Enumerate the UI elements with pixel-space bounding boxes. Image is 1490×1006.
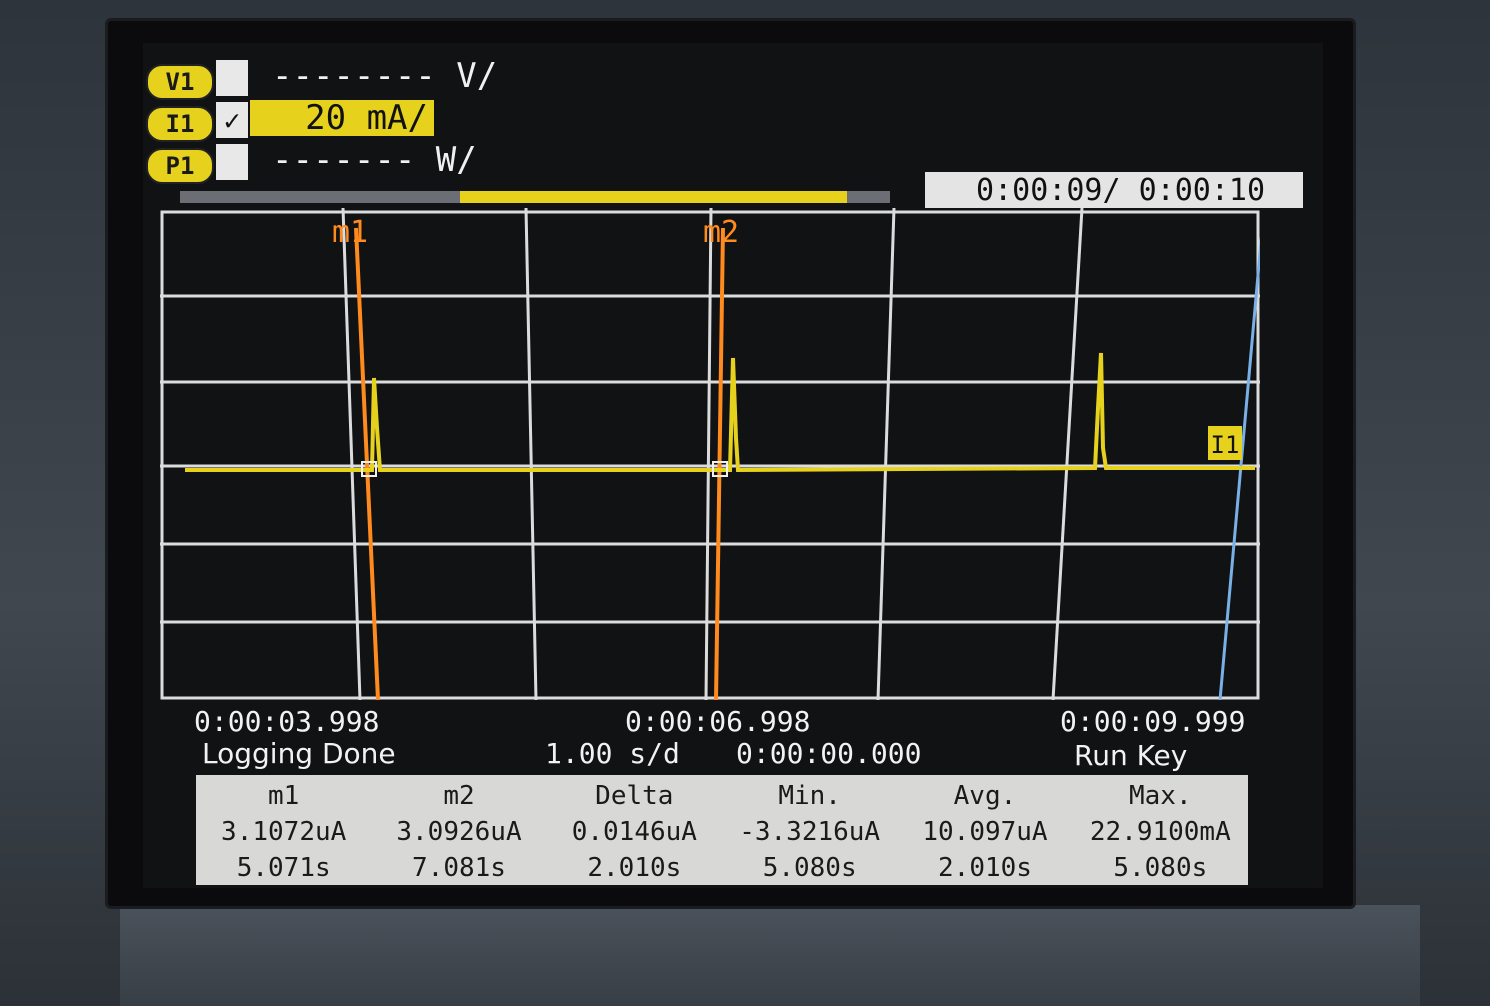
channel-check-i1[interactable]: ✓ bbox=[216, 102, 248, 138]
channel-scale-v1: -------- V/ bbox=[272, 56, 498, 96]
marker-m2-line[interactable] bbox=[714, 227, 725, 700]
stats-time-delta: 2.010s bbox=[587, 853, 682, 883]
grid-line-v4 bbox=[876, 208, 896, 700]
bezel-bottom bbox=[120, 905, 1420, 1006]
stats-value-max: 22.9100mA bbox=[1089, 817, 1231, 847]
stats-time-max: 5.080s bbox=[1113, 853, 1208, 883]
stats-time-m1: 5.071s bbox=[236, 853, 331, 883]
marker-m2-point bbox=[712, 461, 728, 477]
marker-m1-line[interactable] bbox=[354, 227, 380, 700]
stats-value-delta: 0.0146uA bbox=[571, 817, 697, 847]
grid-line-v5 bbox=[1051, 208, 1084, 700]
stats-header-delta: Delta bbox=[595, 781, 674, 811]
grid-line-v2 bbox=[524, 208, 538, 700]
stats-header-max: Max. bbox=[1128, 781, 1192, 811]
axis-right-time: 0:00:09.999 bbox=[1060, 705, 1246, 738]
channel-scale-i1: 20 mA/ bbox=[250, 98, 434, 138]
logging-progress-fill bbox=[460, 191, 847, 203]
grid-line-v1 bbox=[341, 208, 362, 700]
channel-check-v1[interactable] bbox=[216, 60, 248, 96]
stats-header-m2: m2 bbox=[443, 781, 475, 811]
stats-time-min: 5.080s bbox=[762, 853, 857, 883]
logging-progress-bar bbox=[180, 191, 890, 203]
stats-header-min: Min. bbox=[778, 781, 841, 811]
stats-time-m2: 7.081s bbox=[412, 853, 506, 883]
logging-status: Logging Done bbox=[202, 737, 396, 770]
channel-badge-i1[interactable]: I1 bbox=[146, 106, 214, 142]
measurement-table: m1 m2 Delta Min. Avg. Max. 3.1072uA 3.09… bbox=[196, 775, 1248, 885]
stats-time-row: 5.071s 7.081s 2.010s 5.080s 2.010s 5.080… bbox=[196, 853, 1248, 883]
trace-label-box bbox=[1208, 426, 1242, 460]
stats-value-min: -3.3216uA bbox=[739, 817, 881, 847]
stats-header-avg: Avg. bbox=[953, 781, 1017, 811]
plot-grid bbox=[160, 208, 1260, 700]
stats-time-avg: 2.010s bbox=[938, 853, 1032, 883]
trace-label: I1 bbox=[1211, 431, 1240, 459]
time-per-division[interactable]: 1.00 s/d bbox=[545, 737, 680, 770]
grid-line-v3 bbox=[704, 208, 713, 700]
stats-value-m1: 3.1072uA bbox=[221, 817, 347, 847]
channel-check-p1[interactable] bbox=[216, 144, 248, 180]
axis-left-time: 0:00:03.998 bbox=[194, 705, 380, 738]
axis-center-time: 0:00:06.998 bbox=[625, 705, 811, 738]
stats-value-avg: 10.097uA bbox=[922, 817, 1048, 847]
stats-value-m2: 3.0926uA bbox=[396, 817, 522, 847]
waveform-plot[interactable]: m1 m2 I1 bbox=[160, 208, 1260, 700]
stats-value-row: 3.1072uA 3.0926uA 0.0146uA -3.3216uA 10.… bbox=[196, 817, 1248, 847]
time-readout: 0:00:09/ 0:00:10 bbox=[925, 172, 1303, 208]
channel-badge-v1[interactable]: V1 bbox=[146, 64, 214, 100]
channel-scale-p1: ------- W/ bbox=[272, 140, 477, 180]
current-trace bbox=[185, 352, 1255, 473]
time-offset[interactable]: 0:00:00.000 bbox=[736, 737, 922, 770]
stats-header-m1: m1 bbox=[268, 781, 300, 811]
marker-m1-label: m1 bbox=[332, 215, 368, 250]
marker-m2-label: m2 bbox=[703, 215, 739, 250]
channel-badge-p1[interactable]: P1 bbox=[146, 148, 214, 184]
run-key-hint: Run Key bbox=[1074, 739, 1188, 772]
marker-m1-point bbox=[361, 461, 377, 477]
stats-header-row: m1 m2 Delta Min. Avg. Max. bbox=[196, 781, 1248, 811]
